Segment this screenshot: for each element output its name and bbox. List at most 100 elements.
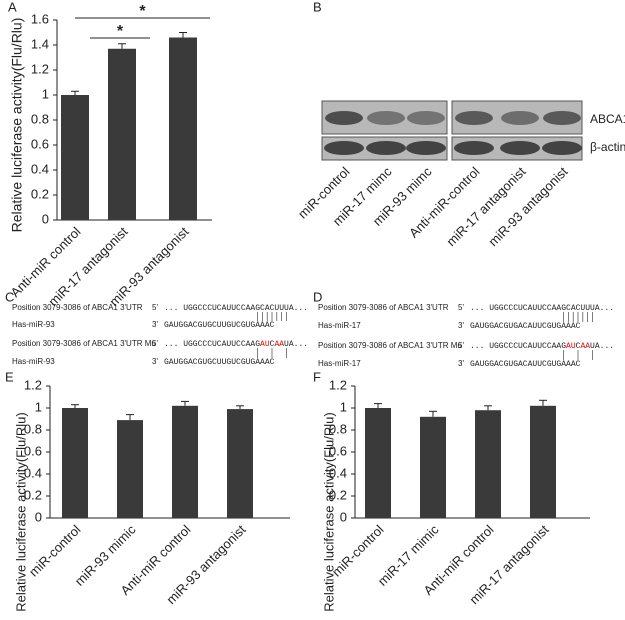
y-tick-label: 0.4	[31, 161, 49, 176]
y-tick-label: 0.2	[31, 186, 49, 201]
y-axis-label: Relative luciferase activity(Flu/Rlu)	[321, 412, 336, 611]
blot-band	[455, 111, 493, 125]
y-tick-label: 0.6	[329, 443, 347, 458]
y-tick-label: 1	[340, 399, 347, 414]
panel-label: D	[313, 289, 322, 304]
blot-band	[543, 111, 581, 125]
panel-label: B	[313, 0, 322, 14]
sequence-end: 5'	[152, 303, 158, 312]
sequence-name: Has-miR-17	[318, 359, 361, 368]
y-tick-label: 1.2	[329, 377, 347, 392]
sequence-part: UA...	[590, 342, 614, 351]
panel-label: C	[5, 289, 14, 304]
y-tick-label: 1.4	[31, 36, 49, 51]
y-tick-label: 0	[35, 509, 42, 524]
bar	[530, 405, 556, 518]
y-tick-label: 0.2	[329, 487, 347, 502]
sequence-name: Has-miR-17	[318, 321, 361, 330]
panel-label: F	[313, 369, 321, 384]
panel-label: E	[5, 369, 14, 384]
y-tick-label: 0.8	[24, 421, 42, 436]
blot-band	[406, 141, 446, 155]
sequence-part: GAUGGACGUGACAUUCGUGAAAC	[470, 360, 581, 369]
x-tick-label: miR-control	[26, 522, 84, 580]
sequence: GAUGGACGUGACAUUCGUGAAAC	[470, 360, 581, 369]
sequence-part: AA	[580, 342, 590, 351]
panel-label: A	[8, 0, 17, 14]
sequence-part: ... UGGCCCUCAUUCCAAG	[164, 340, 260, 349]
blot-band	[407, 111, 445, 125]
sequence-name: Has-miR-93	[12, 320, 55, 329]
sequence-part: GAUGGACGUGCUUGUCGUGAAAC	[164, 321, 275, 330]
sequence-part: C	[270, 340, 275, 349]
y-tick-label: 0.6	[31, 136, 49, 151]
bar	[61, 95, 89, 220]
sequence-end: 3'	[152, 357, 158, 366]
blot-band	[454, 141, 494, 155]
y-axis-label: Relative luciferase activity(Flu/Rlu)	[13, 412, 28, 611]
bar	[365, 408, 391, 518]
y-tick-label: 0.4	[329, 465, 347, 480]
blot-band	[501, 111, 539, 125]
y-tick-label: 1	[35, 399, 42, 414]
bar	[172, 405, 198, 518]
sequence-part: AU	[260, 340, 270, 349]
bar	[227, 409, 253, 518]
row-label: β-actin	[590, 140, 625, 154]
y-tick-label: 0	[340, 509, 347, 524]
sequence-end: 5'	[152, 339, 158, 348]
y-tick-label: 0.2	[24, 487, 42, 502]
blot-band	[500, 141, 540, 155]
sequence-part: GAUGGACGUGCUUGUCGUGAAAC	[164, 358, 275, 367]
y-tick-label: 1.6	[31, 11, 49, 26]
lane-label: miR-93 antagonist	[485, 164, 570, 249]
y-tick-label: 0	[42, 211, 49, 226]
bar	[108, 48, 136, 220]
sequence: GAUGGACGUGACAUUCGUGAAAC	[470, 322, 581, 331]
sequence-end: 5'	[458, 303, 464, 312]
sequence-end: 3'	[152, 320, 158, 329]
sequence: GAUGGACGUGCUUGUCGUGAAAC	[164, 358, 275, 367]
sequence-name: Position 3079-3086 of ABCA1 3'UTR Mu	[12, 339, 156, 348]
blot-band	[367, 111, 405, 125]
sequence-name: Position 3079-3086 of ABCA1 3'UTR	[12, 303, 143, 312]
sequence-end: 3'	[458, 321, 464, 330]
sequence-end: 3'	[458, 359, 464, 368]
row-label: ABCA1	[590, 112, 625, 126]
sequence-part: ... UGGCCCUCAUUCCAAGCACUUUA...	[164, 304, 308, 313]
bar	[420, 416, 446, 518]
y-tick-label: 0.4	[24, 465, 42, 480]
sequence-name: Position 3079-3086 of ABCA1 3'UTR	[318, 303, 449, 312]
y-tick-label: 0.8	[31, 111, 49, 126]
sequence: ... UGGCCCUCAUUCCAAGCACUUUA...	[164, 304, 308, 313]
y-tick-label: 0.6	[24, 443, 42, 458]
sequence-name: Position 3079-3086 of ABCA1 3'UTR Mu	[318, 341, 462, 350]
blot-band	[324, 141, 364, 155]
lane-label: miR-17 antagonist	[443, 164, 528, 249]
y-tick-label: 1.2	[24, 377, 42, 392]
x-tick-label: miR-control	[329, 522, 387, 580]
y-tick-label: 1.2	[31, 61, 49, 76]
bar	[62, 408, 88, 518]
blot-band	[366, 141, 406, 155]
bar	[169, 37, 197, 220]
bar	[475, 410, 501, 518]
sequence-part: C	[576, 342, 581, 351]
sequence-end: 5'	[458, 341, 464, 350]
y-tick-label: 1	[42, 86, 49, 101]
sequence-name: Has-miR-93	[12, 357, 55, 366]
sequence: ... UGGCCCUCAUUCCAAGAUCAAUA...	[164, 340, 308, 349]
sequence: ... UGGCCCUCAUUCCAAGAUCAAUA...	[470, 342, 614, 351]
significance-label: *	[139, 3, 146, 20]
sequence: GAUGGACGUGCUUGUCGUGAAAC	[164, 321, 275, 330]
sequence: ... UGGCCCUCAUUCCAAGCACUUUA...	[470, 304, 614, 313]
significance-label: *	[117, 23, 124, 40]
sequence-part: AA	[274, 340, 284, 349]
y-axis-label: Relative luciferase activity(Flu/Rlu)	[9, 18, 25, 233]
sequence-part: AU	[566, 342, 576, 351]
blot-band	[325, 111, 363, 125]
bar	[117, 420, 143, 518]
sequence-part: ... UGGCCCUCAUUCCAAGCACUUUA...	[470, 304, 614, 313]
sequence-part: GAUGGACGUGACAUUCGUGAAAC	[470, 322, 581, 331]
